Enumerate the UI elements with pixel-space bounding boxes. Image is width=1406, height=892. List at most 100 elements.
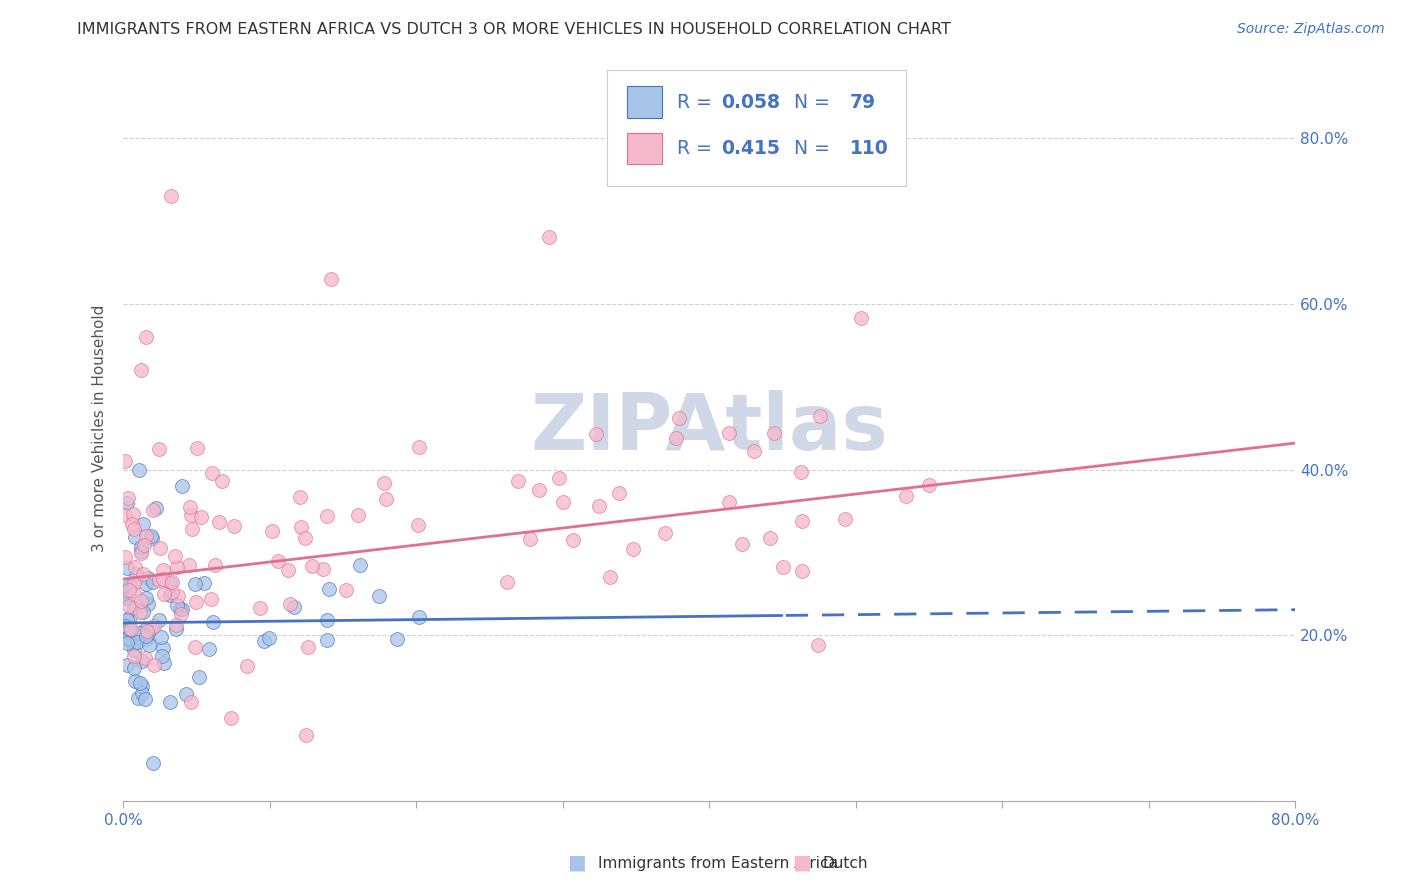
Point — [202, 615, 225, 629]
Point — [124, 560, 146, 574]
Point — [561, 533, 583, 547]
Point — [236, 659, 259, 673]
Point — [894, 489, 917, 503]
Point — [143, 619, 166, 633]
Point — [117, 622, 139, 636]
Point — [141, 621, 163, 635]
Point — [180, 508, 202, 522]
Point — [267, 554, 290, 568]
Point — [316, 613, 339, 627]
Point — [165, 549, 187, 564]
Text: ZIPAtlas: ZIPAtlas — [530, 390, 889, 467]
Point — [193, 576, 215, 591]
Point — [318, 582, 340, 596]
Point — [260, 524, 283, 539]
Point — [170, 602, 193, 616]
Point — [165, 618, 187, 632]
Point — [408, 610, 430, 624]
Point — [599, 570, 621, 584]
Point — [188, 670, 211, 684]
Point — [408, 518, 430, 533]
Point — [166, 599, 188, 613]
Point — [114, 454, 136, 468]
Point — [114, 591, 136, 605]
Point — [142, 756, 165, 770]
Point — [117, 496, 139, 510]
Point — [222, 519, 245, 533]
Point — [180, 695, 202, 709]
Point — [115, 614, 138, 628]
Point — [174, 687, 197, 701]
Point — [114, 632, 136, 646]
Point — [160, 584, 183, 599]
Point — [807, 638, 830, 652]
Point — [148, 613, 170, 627]
Point — [621, 542, 644, 557]
Point — [374, 492, 396, 507]
Point — [149, 541, 172, 555]
Point — [148, 442, 170, 457]
Point — [114, 583, 136, 598]
Point — [290, 519, 312, 533]
Point — [283, 599, 305, 614]
Point — [122, 648, 145, 663]
Point — [311, 562, 333, 576]
Point — [718, 426, 741, 441]
Point — [128, 462, 150, 476]
Point — [170, 479, 193, 493]
Text: ▪: ▪ — [567, 849, 586, 878]
Point — [135, 577, 157, 591]
Point — [335, 582, 357, 597]
Point — [135, 624, 157, 639]
Point — [278, 597, 301, 611]
Point — [918, 478, 941, 492]
Point — [834, 512, 856, 526]
Point — [118, 610, 141, 624]
Point — [159, 695, 181, 709]
Point — [124, 674, 146, 689]
Point — [150, 630, 173, 644]
Point — [129, 540, 152, 554]
Point — [165, 623, 187, 637]
Point — [186, 441, 208, 455]
Point — [131, 679, 153, 693]
Point — [297, 640, 319, 655]
Point — [184, 640, 207, 654]
Point — [808, 409, 831, 423]
Text: 110: 110 — [851, 139, 889, 158]
Point — [373, 476, 395, 491]
Point — [132, 605, 155, 619]
Point — [772, 560, 794, 574]
Point — [115, 658, 138, 673]
Point — [128, 625, 150, 640]
Point — [169, 602, 191, 616]
Point — [585, 427, 607, 442]
Point — [201, 466, 224, 480]
Point — [148, 574, 170, 588]
Point — [115, 561, 138, 575]
Point — [277, 563, 299, 577]
Point — [138, 639, 160, 653]
Point — [135, 622, 157, 636]
Point — [153, 656, 176, 670]
Point — [129, 605, 152, 619]
Point — [114, 591, 136, 605]
Point — [294, 728, 316, 742]
Point — [790, 514, 813, 528]
Point — [253, 634, 276, 648]
Text: ▪: ▪ — [792, 849, 811, 878]
Point — [316, 508, 339, 523]
Point — [742, 444, 765, 458]
FancyBboxPatch shape — [607, 70, 907, 186]
Point — [135, 330, 157, 344]
Text: R =: R = — [676, 139, 717, 158]
Point — [136, 597, 159, 611]
Point — [141, 531, 163, 545]
Point — [114, 508, 136, 522]
Point — [184, 577, 207, 591]
Point — [166, 559, 188, 574]
Point — [118, 599, 141, 613]
Point — [129, 546, 152, 560]
Point — [851, 311, 873, 326]
Point — [731, 536, 754, 550]
